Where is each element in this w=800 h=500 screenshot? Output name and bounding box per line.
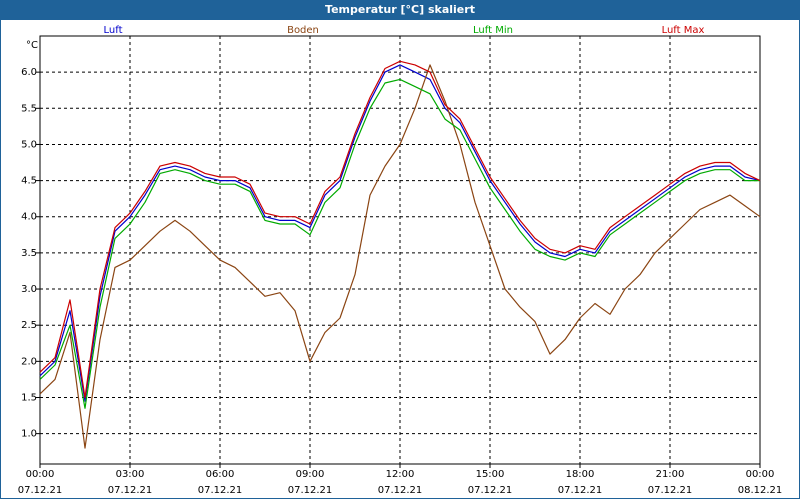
y-tick-label: 4.5	[21, 176, 37, 187]
legend-label-boden: Boden	[287, 25, 319, 36]
x-tick-label-date: 07.12.21	[648, 485, 693, 496]
x-tick-label-time: 06:00	[206, 469, 235, 480]
x-tick-label-time: 09:00	[296, 469, 325, 480]
y-tick-label: 6.0	[21, 67, 37, 78]
y-tick-label: 2.5	[21, 320, 37, 331]
y-tick-label: 3.5	[21, 248, 37, 259]
x-tick-label-time: 21:00	[656, 469, 685, 480]
x-tick-label-date: 07.12.21	[558, 485, 603, 496]
x-tick-label-date: 07.12.21	[378, 485, 423, 496]
x-tick-label-date: 07.12.21	[108, 485, 153, 496]
x-tick-label-time: 15:00	[476, 469, 505, 480]
x-tick-label-date: 08.12.21	[738, 485, 783, 496]
y-tick-label: 1.5	[21, 392, 37, 403]
y-tick-label: 1.0	[21, 429, 37, 440]
axes: 00:00 07.12.21 03:00 07.12.21 06:00 07.12.21 0…	[18, 35, 783, 496]
x-tick-label-date: 07.12.21	[198, 485, 243, 496]
chart-title: Temperatur [°C] skaliert	[0, 0, 800, 20]
x-tick-label-time: 00:00	[26, 469, 55, 480]
y-axis-unit-label: °C	[26, 40, 38, 51]
series-line-luft-min	[39, 78, 760, 409]
grid	[40, 36, 760, 464]
series-line-luft	[39, 64, 761, 402]
series-line-boden	[39, 64, 761, 449]
x-tick-label-time: 00:00	[746, 469, 775, 480]
y-tick-label: 2.0	[21, 356, 37, 367]
y-tick-label: 4.0	[21, 212, 37, 223]
series-layer	[39, 60, 761, 449]
x-tick-label-time: 12:00	[386, 469, 415, 480]
legend-label-luft: Luft	[104, 25, 123, 36]
y-tick-label: 5.0	[21, 139, 37, 150]
y-tick-label: 3.0	[21, 284, 37, 295]
legend-label-luft-max: Luft Max	[662, 25, 705, 36]
x-tick-label-time: 18:00	[566, 469, 595, 480]
legend-label-luft-min: Luft Min	[473, 25, 513, 36]
x-tick-label-date: 07.12.21	[18, 485, 63, 496]
x-tick-label-date: 07.12.21	[468, 485, 513, 496]
x-tick-label-date: 07.12.21	[288, 485, 333, 496]
series-line-luft-max	[39, 60, 761, 399]
plot-area-border	[39, 35, 761, 465]
x-tick-label-time: 03:00	[116, 469, 145, 480]
y-tick-label: 5.5	[21, 103, 37, 114]
legend: Luft Boden Luft Min Luft Max	[104, 25, 705, 36]
